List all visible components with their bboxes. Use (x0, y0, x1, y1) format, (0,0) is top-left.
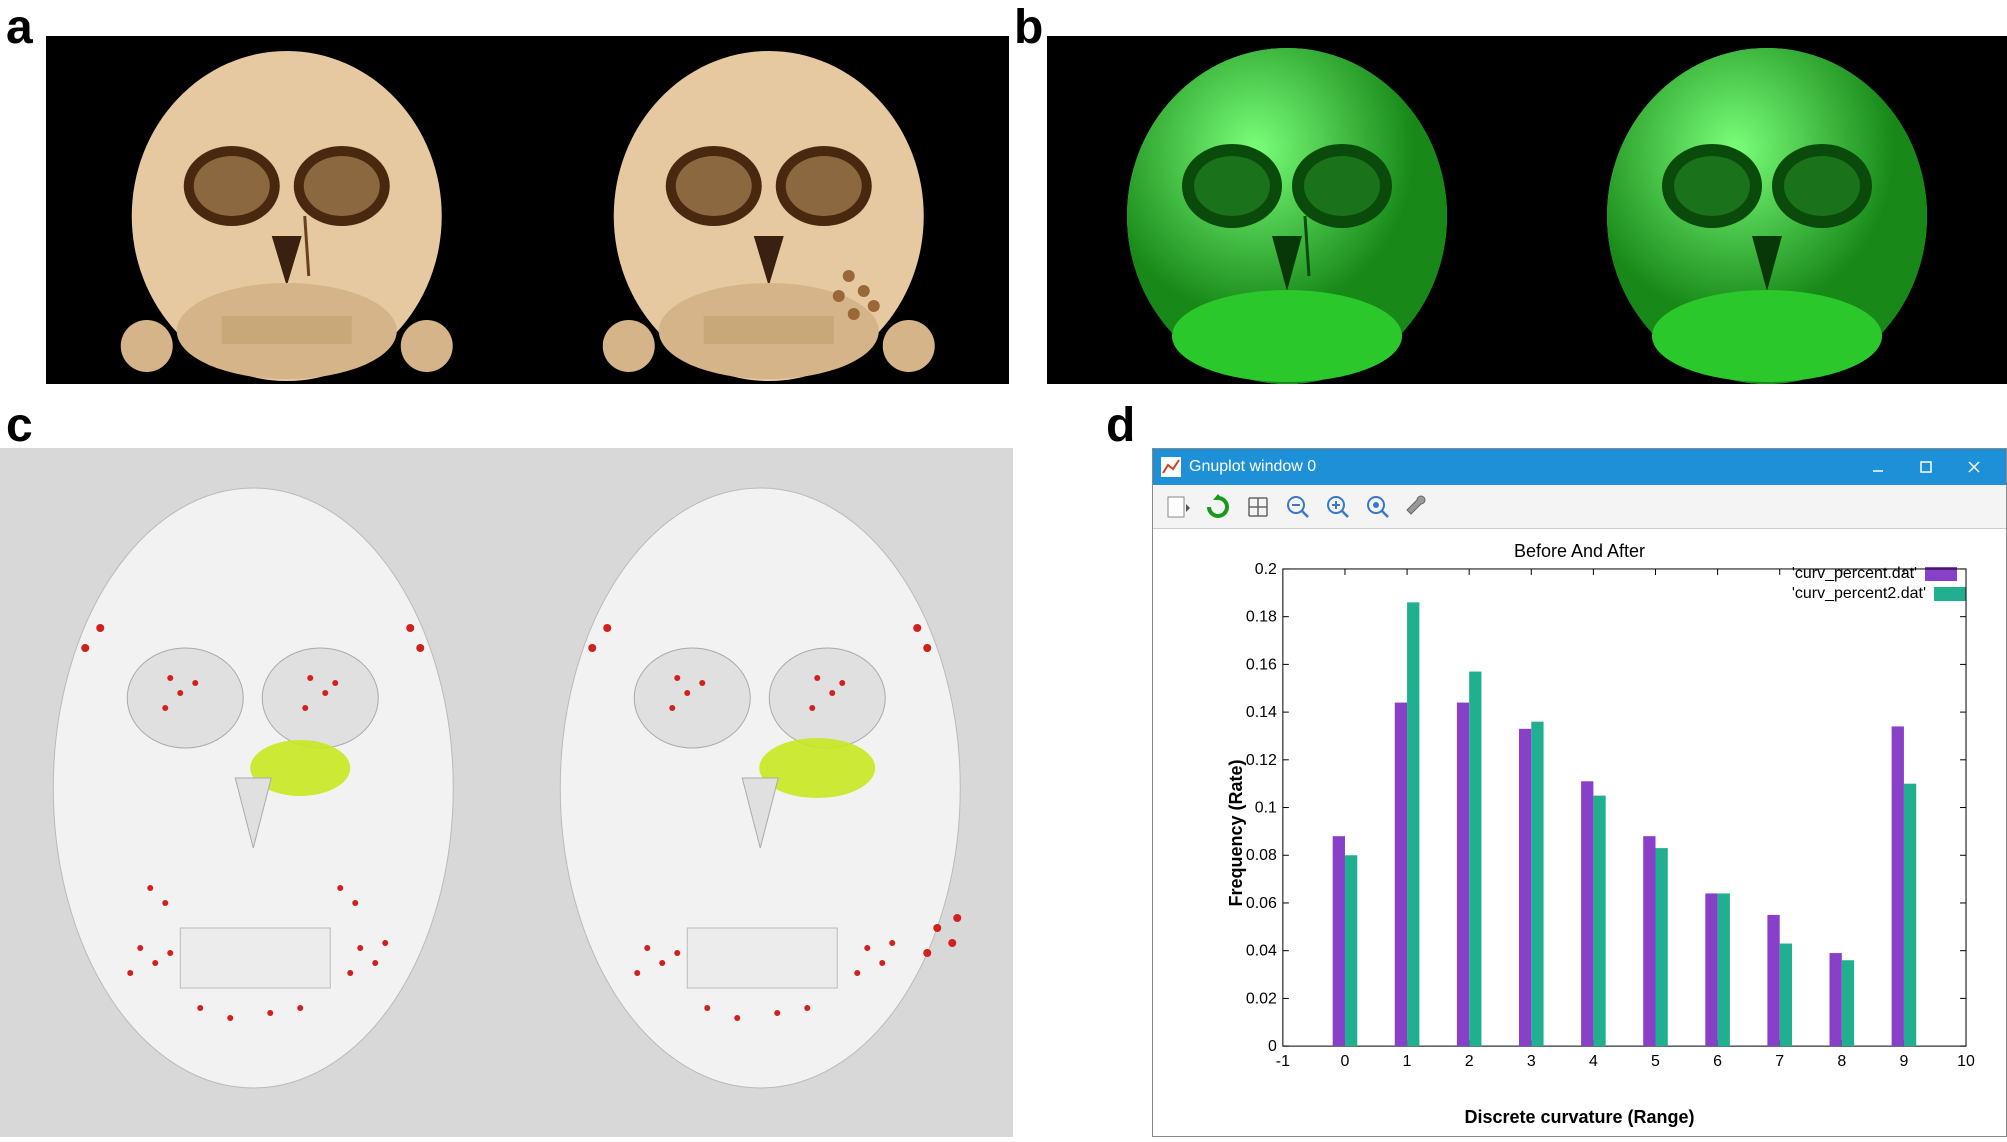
svg-text:0.1: 0.1 (1255, 800, 1277, 817)
panel-b-container (1047, 36, 2007, 384)
panel-c-container (0, 448, 1013, 1137)
svg-text:3: 3 (1527, 1053, 1536, 1070)
svg-text:8: 8 (1837, 1053, 1846, 1070)
svg-text:4: 4 (1589, 1053, 1598, 1070)
window-title: Gnuplot window 0 (1189, 458, 1854, 476)
panel-c-skull-right (507, 448, 1014, 1137)
svg-text:7: 7 (1775, 1053, 1784, 1070)
svg-text:0.06: 0.06 (1246, 895, 1277, 912)
svg-text:6: 6 (1713, 1053, 1722, 1070)
svg-text:0.02: 0.02 (1246, 990, 1277, 1007)
svg-text:0: 0 (1341, 1053, 1350, 1070)
minimize-button[interactable] (1854, 449, 1902, 485)
panel-label-c: c (6, 398, 33, 453)
panel-a-container (46, 36, 1009, 384)
zoom-in-icon[interactable] (1321, 490, 1355, 524)
svg-text:9: 9 (1899, 1053, 1908, 1070)
svg-text:-1: -1 (1276, 1053, 1290, 1070)
panel-b-skull-right (1527, 36, 2007, 384)
refresh-icon[interactable] (1201, 490, 1235, 524)
maximize-button[interactable] (1902, 449, 1950, 485)
zoom-out-icon[interactable] (1281, 490, 1315, 524)
svg-text:2: 2 (1465, 1053, 1474, 1070)
titlebar[interactable]: Gnuplot window 0 (1153, 449, 2006, 485)
zoom-fit-icon[interactable] (1361, 490, 1395, 524)
svg-text:10: 10 (1957, 1053, 1975, 1070)
svg-text:0.2: 0.2 (1255, 561, 1277, 578)
svg-text:1: 1 (1403, 1053, 1412, 1070)
svg-text:0.16: 0.16 (1246, 656, 1277, 673)
plot-area: Before And After Frequency (Rate) Discre… (1153, 529, 2006, 1136)
panel-label-b: b (1014, 0, 1043, 55)
gnuplot-window: Gnuplot window 0 Before And After Freque… (1152, 448, 2007, 1137)
panel-a-skull-right (528, 36, 1010, 384)
svg-text:0.04: 0.04 (1246, 943, 1277, 960)
panel-c-skull-left (0, 448, 507, 1137)
x-axis-label: Discrete curvature (Range) (1153, 1107, 2006, 1128)
toolbar (1153, 485, 2006, 529)
svg-text:0.08: 0.08 (1246, 847, 1277, 864)
panel-b-skull-left (1047, 36, 1527, 384)
file-dropdown-icon[interactable] (1161, 490, 1195, 524)
svg-text:0.14: 0.14 (1246, 704, 1277, 721)
settings-wrench-icon[interactable] (1401, 490, 1435, 524)
bar-chart: 00.020.040.060.080.10.120.140.160.180.20… (1233, 559, 1976, 1076)
svg-text:5: 5 (1651, 1053, 1660, 1070)
panel-label-a: a (6, 0, 33, 55)
panel-label-d: d (1106, 398, 1135, 453)
grid-icon[interactable] (1241, 490, 1275, 524)
svg-text:0.12: 0.12 (1246, 752, 1277, 769)
svg-text:0.18: 0.18 (1246, 609, 1277, 626)
close-button[interactable] (1950, 449, 1998, 485)
gnuplot-app-icon (1161, 457, 1181, 477)
panel-a-skull-left (46, 36, 528, 384)
